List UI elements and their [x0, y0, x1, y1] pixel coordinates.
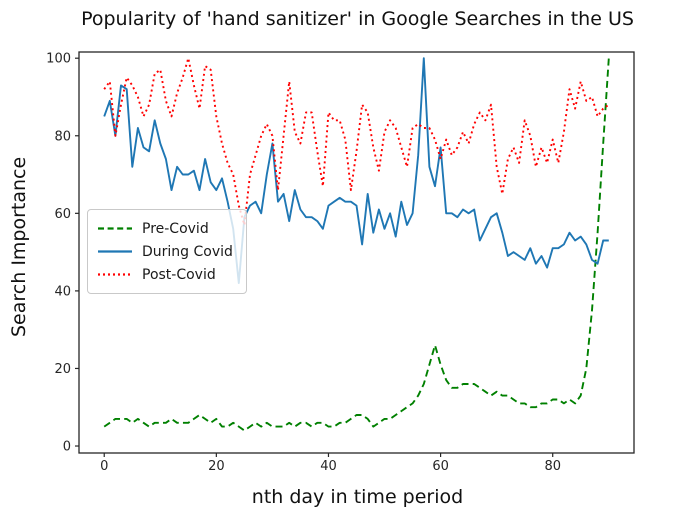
x-tick-label: 80 [544, 459, 561, 474]
x-tick-label: 40 [320, 459, 337, 474]
chart-title: Popularity of 'hand sanitizer' in Google… [81, 8, 634, 30]
x-tick-label: 60 [432, 459, 449, 474]
x-tick-label: 20 [208, 459, 225, 474]
line-pre-covid [103, 58, 610, 432]
y-tick-label: 20 [54, 362, 71, 377]
legend-label: During Covid [142, 243, 233, 260]
legend-item: Pre-Covid [97, 217, 233, 240]
legend: Pre-Covid During Covid Post-Covid [87, 209, 247, 294]
legend-item: Post-Covid [97, 263, 233, 286]
y-tick-label: 0 [63, 440, 71, 455]
y-tick-label: 40 [54, 284, 71, 299]
y-tick-label: 100 [46, 52, 71, 67]
y-tick-label: 80 [54, 129, 71, 144]
line-during-covid [103, 57, 609, 285]
legend-label: Post-Covid [142, 266, 216, 283]
legend-line-sample [98, 227, 132, 230]
legend-item: During Covid [97, 240, 233, 263]
legend-line-sample [98, 273, 132, 276]
legend-label: Pre-Covid [142, 220, 209, 237]
line-post-covid [103, 57, 610, 226]
plot-frame [78, 51, 635, 454]
y-tick-label: 60 [54, 207, 71, 222]
x-axis-label: nth day in time period [251, 486, 464, 508]
x-tick-label: 0 [100, 459, 108, 474]
legend-line-sample [98, 250, 132, 253]
